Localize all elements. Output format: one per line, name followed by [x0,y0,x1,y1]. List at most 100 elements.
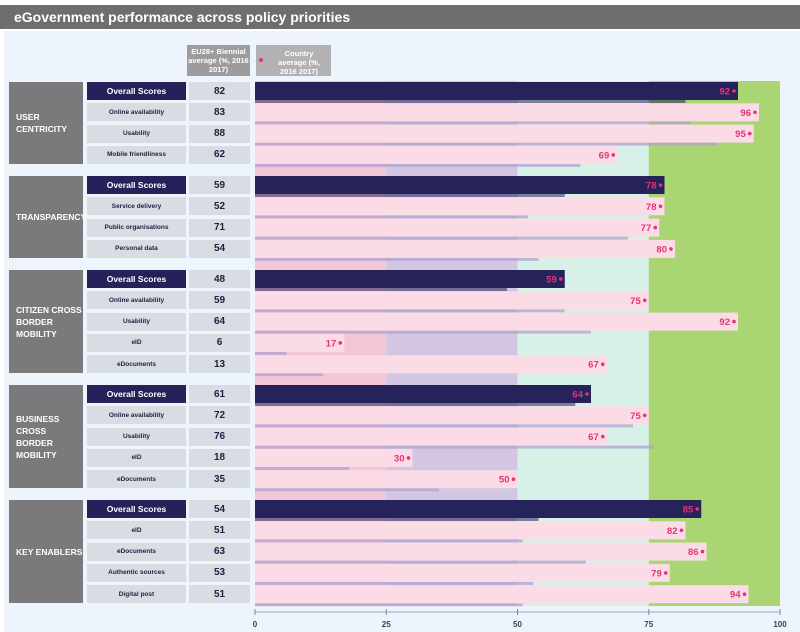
eu-average-value: 88 [189,124,250,143]
country-bar [255,145,618,164]
country-bar [255,385,591,403]
country-bar [255,176,665,194]
eu-average-value: 71 [189,218,250,237]
country-value-label: 59 [546,275,557,286]
indicator-label: Online availability [87,103,186,122]
country-bar [255,563,670,582]
eu-average-value: 48 [189,270,250,288]
country-marker [679,528,684,533]
indicator-label: eDocuments [87,355,186,374]
indicator-label: Online availability [87,406,186,425]
country-value-label: 86 [688,547,699,558]
country-bar [255,82,738,100]
country-average-marker-icon [259,58,263,62]
country-marker [663,571,668,575]
eu-average-value: 59 [189,291,250,310]
country-marker [558,277,563,281]
indicator-label: Authentic sources [87,563,186,582]
band-50-75 [517,81,649,606]
country-value-label: 77 [641,223,652,234]
eu-average-value: 54 [189,500,250,518]
chart-title: eGovernment performance across policy pr… [14,9,351,25]
country-marker [600,362,605,367]
country-value-label: 96 [740,108,751,119]
x-tick-label: 25 [381,620,391,629]
eu-average-bar [255,121,691,125]
indicator-label: eID [87,333,186,352]
country-value-label: 30 [394,453,405,464]
country-bar [255,521,686,540]
eu-average-bar [255,215,528,219]
x-tick-label: 0 [252,620,258,629]
eu-average-bar [255,142,717,146]
country-value-label: 78 [646,181,657,192]
eu-average-value: 6 [189,333,250,352]
indicator-label: Online availability [87,291,186,310]
eu-average-bar [255,309,565,313]
x-tick-label: 50 [513,620,522,629]
country-value-label: 64 [572,390,583,401]
country-marker [695,507,700,511]
group-label: KEY ENABLERS [9,500,83,604]
country-bar [255,448,413,467]
eu-average-value: 18 [189,448,250,467]
country-bar [255,270,565,288]
indicator-label: eDocuments [87,542,186,561]
indicator-label: Digital post [87,585,186,604]
indicator-label: Usability [87,312,186,331]
country-bar [255,291,649,310]
country-bar [255,470,518,489]
eu-average-bar [255,257,539,261]
overall-score-label: Overall Scores [87,176,186,194]
country-value-label: 67 [588,360,599,371]
country-bar [255,585,749,604]
country-marker [753,110,757,115]
country-marker [338,341,343,345]
eu-average-bar [255,603,523,607]
country-value-label: 94 [730,590,741,601]
country-bar [255,333,345,352]
country-value-label: 78 [646,202,657,213]
country-marker [700,549,705,554]
country-marker [742,592,747,596]
country-bar [255,218,660,237]
country-value-label: 67 [588,432,599,443]
indicator-label: Personal data [87,239,186,258]
eu-average-value: 83 [189,103,250,122]
country-value-label: 75 [630,296,641,307]
eu-average-bar [255,373,324,377]
eu-average-value: 82 [189,82,250,100]
eu-average-bar [255,539,523,543]
country-value-label: 92 [719,87,730,98]
country-marker [669,247,673,251]
country-value-label: 79 [651,568,662,579]
country-bar [255,427,607,446]
country-marker [611,153,616,157]
indicator-label: Service delivery [87,197,186,216]
eu-average-bar [255,403,576,406]
country-marker [642,413,647,418]
eu-average-bar [255,424,633,428]
country-marker [600,434,605,439]
eu-average-bar [255,236,628,240]
eu-average-bar [255,518,539,521]
x-tick-label: 75 [644,620,654,629]
country-bar [255,197,665,216]
country-bar [255,239,675,258]
country-value-label: 80 [656,244,667,255]
indicator-label: Usability [87,427,186,446]
indicator-label: Public organisations [87,218,186,237]
country-bar [255,542,707,561]
eu-average-value: 76 [189,427,250,446]
country-value-label: 69 [599,150,610,161]
overall-score-label: Overall Scores [87,385,186,403]
x-tick-label: 100 [773,620,787,629]
group-label: BUSINESS CROSS BORDER MOBILITY [9,385,83,489]
country-marker [585,392,589,396]
country-marker [642,298,647,303]
country-marker [511,477,516,482]
indicator-label: Usability [87,124,186,143]
eu-average-bar [255,330,591,334]
country-bar [255,103,759,122]
overall-score-label: Overall Scores [87,270,186,288]
